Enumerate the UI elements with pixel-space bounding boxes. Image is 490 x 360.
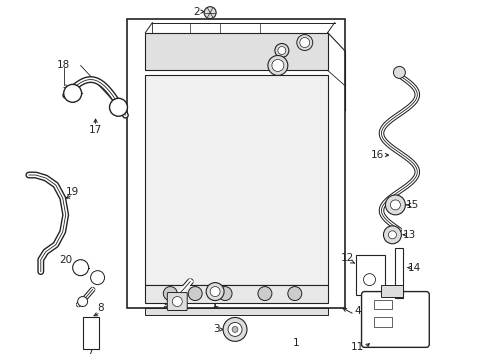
Circle shape	[258, 287, 272, 301]
Bar	[374, 300, 392, 310]
Circle shape	[272, 59, 284, 71]
Text: 18: 18	[57, 60, 71, 71]
Text: 2: 2	[193, 6, 199, 17]
Circle shape	[91, 271, 104, 285]
Circle shape	[73, 260, 89, 276]
Text: 5: 5	[162, 306, 169, 316]
Circle shape	[223, 318, 247, 341]
Circle shape	[297, 35, 313, 50]
Circle shape	[288, 287, 302, 301]
Circle shape	[188, 287, 202, 301]
Text: 16: 16	[371, 150, 384, 160]
Text: 10: 10	[309, 42, 322, 53]
Bar	[83, 318, 98, 349]
Circle shape	[300, 37, 310, 48]
Circle shape	[64, 84, 82, 102]
Bar	[146, 75, 328, 285]
Bar	[146, 285, 328, 302]
Text: 14: 14	[408, 263, 421, 273]
Text: 6: 6	[212, 306, 219, 316]
Text: 17: 17	[89, 125, 102, 135]
Bar	[382, 285, 403, 297]
Bar	[146, 307, 328, 315]
Text: 13: 13	[403, 230, 416, 240]
Circle shape	[364, 274, 375, 285]
Circle shape	[172, 297, 182, 306]
Text: 20: 20	[59, 255, 72, 265]
Text: 9: 9	[321, 55, 328, 66]
Circle shape	[77, 297, 88, 306]
Circle shape	[278, 46, 286, 54]
Circle shape	[204, 7, 216, 19]
FancyBboxPatch shape	[362, 292, 429, 347]
Circle shape	[275, 44, 289, 58]
Circle shape	[232, 327, 238, 332]
FancyBboxPatch shape	[167, 293, 187, 310]
Text: 1: 1	[293, 338, 299, 348]
Text: 11: 11	[351, 342, 364, 352]
Bar	[374, 318, 392, 328]
Circle shape	[110, 98, 127, 116]
Bar	[127, 19, 344, 307]
Circle shape	[268, 55, 288, 75]
Text: 8: 8	[97, 302, 104, 312]
Circle shape	[389, 231, 396, 239]
Circle shape	[163, 287, 177, 301]
Text: 15: 15	[406, 200, 419, 210]
Text: 3: 3	[213, 324, 220, 334]
Text: 4: 4	[354, 306, 361, 316]
Bar	[146, 32, 328, 71]
Circle shape	[384, 226, 401, 244]
Text: 19: 19	[66, 187, 79, 197]
Text: 12: 12	[341, 253, 354, 263]
Text: 7: 7	[87, 346, 94, 356]
Circle shape	[228, 323, 242, 336]
Bar	[395, 248, 403, 298]
Circle shape	[206, 283, 224, 301]
Circle shape	[218, 287, 232, 301]
Circle shape	[210, 287, 220, 297]
Circle shape	[391, 200, 400, 210]
Circle shape	[393, 67, 405, 78]
Bar	[356, 255, 386, 294]
Circle shape	[386, 195, 405, 215]
